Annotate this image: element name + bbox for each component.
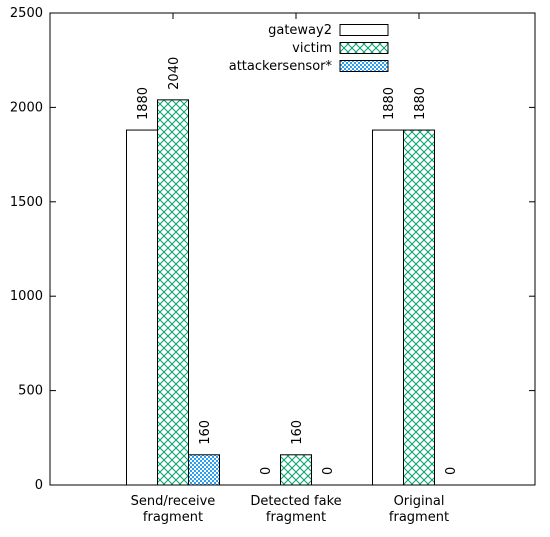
legend-label: attackersensor* — [229, 59, 333, 74]
bar-gateway2 — [372, 129, 404, 486]
category-label: Send/receive fragment — [131, 494, 216, 525]
legend-swatch — [339, 42, 389, 54]
legend-swatch — [339, 60, 389, 72]
data-label: 0 — [259, 467, 274, 475]
data-label: 1880 — [382, 87, 397, 120]
category-label: Detected fake fragment — [250, 494, 341, 525]
y-tick-label: 2000 — [10, 100, 43, 115]
data-label: 2040 — [167, 57, 182, 90]
y-tick-label: 1000 — [10, 289, 43, 304]
data-label: 1880 — [413, 87, 428, 120]
y-tick-label: 500 — [18, 384, 43, 399]
data-label: 160 — [290, 420, 305, 445]
bar-gateway2 — [126, 129, 158, 486]
bar-victim — [157, 99, 189, 486]
data-label: 0 — [444, 467, 459, 475]
data-label: 1880 — [136, 87, 151, 120]
bar-victim — [280, 454, 312, 486]
y-tick-label: 1500 — [10, 195, 43, 210]
y-tick-label: 2500 — [10, 6, 43, 21]
data-label: 0 — [321, 467, 336, 475]
legend-label: victim — [292, 41, 332, 56]
bar-attackersensor — [188, 454, 220, 486]
category-label: Original fragment — [389, 494, 449, 525]
bar-victim — [403, 129, 435, 486]
plot-area: 0 500 1000 1500 2000 2500 Send/receive fragment… — [10, 6, 536, 525]
data-label: 160 — [198, 420, 213, 445]
plot-frame — [49, 12, 536, 486]
legend-label: gateway2 — [268, 23, 332, 38]
y-tick-label: 0 — [35, 478, 43, 493]
legend-swatch — [339, 24, 389, 36]
